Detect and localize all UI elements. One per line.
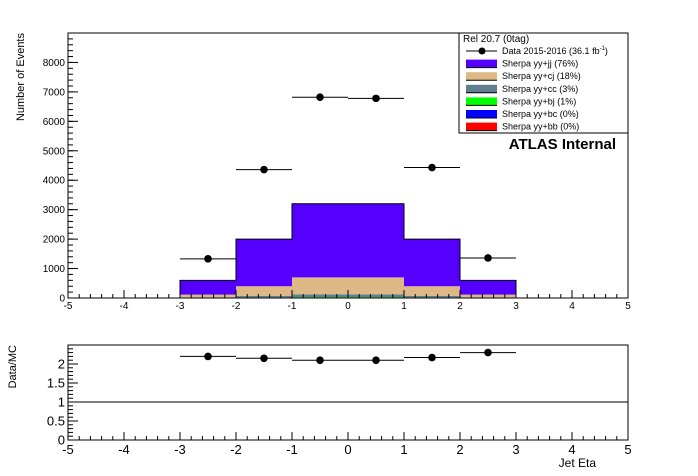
x-tick-label: -2: [230, 442, 242, 457]
y-tick-label: 2000: [43, 235, 66, 246]
x-tick-label: 0: [345, 301, 351, 312]
x-axis-label: Jet Eta: [559, 456, 597, 470]
y-tick-label: 6000: [43, 117, 66, 128]
ratio-point: [372, 356, 380, 365]
legend-title: Rel 20.7 (0tag): [463, 34, 529, 45]
legend-swatch: [466, 72, 497, 81]
legend-data-name-end: ): [605, 46, 608, 56]
y-tick-label: 4000: [43, 176, 66, 187]
legend-entry-label: Sherpa yy+bc (0%): [502, 109, 579, 119]
ratio-plot-panel: -5 -4 -3 -2 -1 0 1 2 3 4 5 0 0.5 1 1.5 2 Data/MC Jet Et…: [7, 344, 632, 470]
ratio-point: [316, 356, 324, 365]
legend: Rel 20.7 (0tag) Data 2015-2016 (36.1 fb-…: [458, 32, 629, 134]
y-tick-label: 8000: [43, 58, 66, 69]
x-tick-label: 5: [625, 301, 631, 312]
legend-entry-label: Sherpa yy+cc (3%): [502, 84, 578, 94]
ratio-plot-axis-ticks: -5 -4 -3 -2 -1 0 1 2 3 4 5 0 0.5 1 1.5 2: [47, 344, 632, 457]
legend-entry-label: Data 2015-2016 (36.1 fb-1): [502, 46, 608, 56]
ratio-point: [260, 354, 268, 363]
y-tick-label: 2: [58, 357, 65, 372]
ratio-point: [428, 353, 436, 362]
ratio-plot-frame: [67, 344, 629, 441]
x-tick-label: 4: [568, 442, 575, 457]
y-tick-label: 1: [58, 395, 65, 410]
y-tick-label: 7000: [43, 87, 66, 98]
legend-entry-data: Data 2015-2016 (36.1 fb-1): [466, 46, 608, 56]
legend-data-superscript: -1: [600, 46, 606, 52]
x-tick-label: -2: [232, 301, 241, 312]
main-plot-axis-ticks: -5 -4 -3 -2 -1 0 1 2 3 4 5 0 1000 2000 3000 4000 5000 600…: [43, 32, 631, 312]
x-tick-label: -3: [174, 442, 186, 457]
stack-bar-5-0: [180, 280, 236, 295]
y-tick-label: 1.5: [47, 376, 65, 391]
x-tick-label: 3: [513, 301, 519, 312]
stack-bar-5-4: [460, 280, 516, 295]
y-tick-label: 1000: [43, 264, 66, 275]
x-tick-label: 2: [456, 442, 463, 457]
legend-entry-label: Sherpa yy+bj (1%): [502, 96, 576, 106]
stack-bar-5-1: [236, 239, 292, 287]
x-tick-label: -5: [64, 301, 73, 312]
stack-bar-3-3: [404, 295, 460, 298]
legend-swatch: [466, 110, 497, 118]
data-point: [316, 93, 324, 101]
data-points: [180, 93, 516, 263]
x-tick-label: -4: [118, 442, 130, 457]
data-point: [428, 163, 436, 172]
legend-swatch: [466, 97, 497, 106]
x-tick-label: 3: [512, 442, 519, 457]
y-tick-label: 0.5: [47, 414, 65, 429]
ratio-point: [204, 352, 212, 361]
x-tick-label: 0: [344, 442, 351, 457]
data-point: [260, 165, 268, 174]
stack-bar-4-1: [236, 286, 292, 296]
x-tick-label: -3: [176, 301, 185, 312]
x-tick-label: -4: [120, 301, 129, 312]
stack-bar-3-1: [236, 295, 292, 298]
y-tick-label: 0: [58, 433, 65, 448]
stack-bar-4-2: [292, 277, 404, 295]
x-tick-label: 2: [457, 301, 463, 312]
stack-outline: [179, 203, 517, 298]
stack-bar-4-3: [404, 286, 460, 296]
stack-bar-4-4: [460, 294, 516, 298]
legend-swatch: [466, 122, 497, 131]
y-tick-label: 5000: [43, 146, 66, 157]
ratio-y-axis-label: Data/MC: [7, 345, 19, 388]
legend-entry-label: Sherpa yy+jj (76%): [502, 59, 578, 69]
stack-bar-5-3: [404, 239, 460, 287]
data-point: [372, 94, 380, 103]
x-tick-label: -1: [286, 442, 298, 457]
x-tick-label: 1: [401, 301, 407, 312]
x-tick-label: 1: [400, 442, 407, 457]
main-plot-frame: [67, 32, 629, 299]
ratio-points: [180, 348, 516, 365]
data-point: [204, 255, 212, 263]
x-tick-label: -5: [62, 442, 74, 457]
main-plot-panel: -5 -4 -3 -2 -1 0 1 2 3 4 5 0 1000 2000 3000 4000 5000 600…: [15, 32, 631, 312]
legend-entry-label: Sherpa yy+bb (0%): [502, 122, 579, 132]
stack-bar-5-2: [292, 203, 404, 278]
legend-swatch: [466, 84, 497, 93]
data-point: [484, 254, 492, 262]
main-y-axis-label: Number of Events: [15, 33, 27, 122]
y-tick-label: 0: [59, 294, 65, 305]
legend-data-marker: [478, 47, 486, 55]
x-tick-label: 4: [569, 301, 575, 312]
stacked-bars: [179, 203, 517, 298]
x-tick-label: 5: [624, 442, 631, 457]
stack-bar-4-0: [180, 294, 236, 298]
y-tick-label: 3000: [43, 205, 66, 216]
legend-swatch: [466, 59, 497, 68]
ratio-point: [484, 348, 492, 357]
legend-stack-entries: Sherpa yy+jj (76%) Sherpa yy+cj (18%) Sher…: [466, 59, 581, 132]
legend-data-name: Data 2015-2016 (36.1 fb: [502, 46, 600, 56]
atlas-internal-label: ATLAS Internal: [509, 136, 616, 153]
legend-entry-label: Sherpa yy+cj (18%): [502, 71, 581, 81]
x-tick-label: -1: [288, 301, 297, 312]
